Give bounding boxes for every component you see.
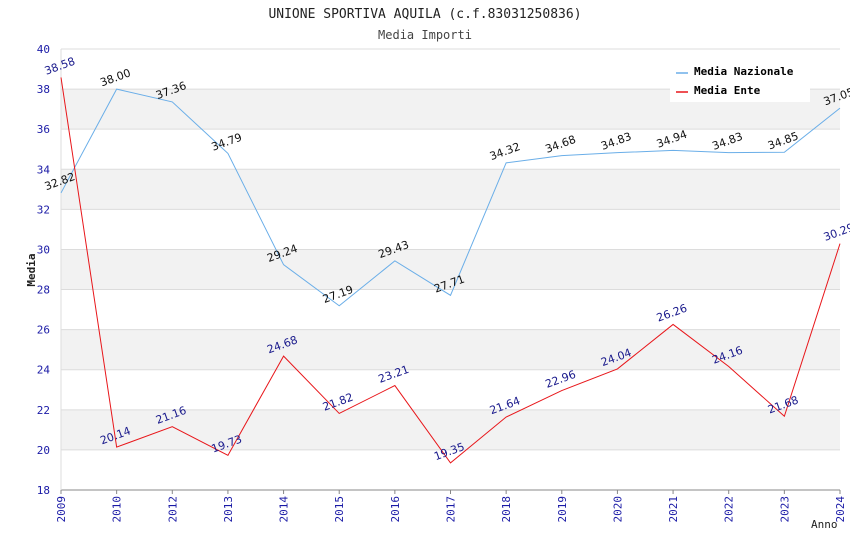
x-tick-label: 2015	[333, 496, 346, 523]
x-tick-label: 2012	[166, 496, 179, 523]
y-axis-label: Media	[25, 253, 38, 286]
y-tick-label: 26	[37, 324, 50, 337]
y-tick-label: 24	[37, 364, 51, 377]
x-tick-label: 2010	[111, 496, 124, 523]
x-tick-label: 2009	[55, 496, 68, 523]
x-tick-label: 2024	[834, 496, 847, 523]
y-tick-label: 28	[37, 284, 50, 297]
y-tick-label: 38	[37, 83, 50, 96]
series-line-media-ente	[60, 77, 841, 464]
x-tick-label: 2023	[778, 496, 791, 523]
x-tick-label: 2016	[389, 496, 402, 523]
grid-band	[61, 329, 840, 370]
series-lines	[60, 77, 841, 464]
x-tick-label: 2022	[723, 496, 736, 523]
legend: Media Nazionale Media Ente	[670, 60, 810, 102]
x-tick-label: 2017	[445, 496, 458, 523]
y-tick-label: 40	[37, 43, 50, 56]
y-tick-label: 20	[37, 444, 50, 457]
y-tick-label: 32	[37, 203, 50, 216]
x-tick-label: 2019	[556, 496, 569, 523]
legend-label-media-ente: Media Ente	[694, 84, 761, 97]
x-tick-labels: 2009 2010 2012 2013 2014 2015 2016 2017 2018 2019…	[55, 490, 847, 523]
chart-title: UNIONE SPORTIVA AQUILA (c.f.83031250836)	[268, 7, 581, 22]
series-line-media-nazionale	[60, 88, 841, 307]
y-tick-labels: 18 20 22 24 26 28 30 32 34 36 38 40	[37, 43, 51, 497]
x-tick-label: 2020	[611, 496, 624, 523]
y-tick-label: 30	[37, 243, 50, 256]
x-tick-label: 2021	[667, 496, 680, 523]
legend-label-media-nazionale: Media Nazionale	[694, 65, 794, 78]
y-tick-label: 34	[37, 163, 51, 176]
x-tick-label: 2018	[500, 496, 513, 523]
x-tick-label: 2013	[222, 496, 235, 523]
grid-band	[61, 169, 840, 210]
x-tick-label: 2014	[278, 496, 291, 523]
x-axis-label: Anno	[811, 518, 838, 531]
chart-subtitle: Media Importi	[378, 28, 472, 42]
y-tick-label: 36	[37, 123, 50, 136]
legend-box	[670, 60, 810, 102]
y-tick-label: 18	[37, 484, 50, 497]
y-tick-label: 22	[37, 404, 50, 417]
grid-bands	[61, 89, 840, 450]
grid-band	[61, 249, 840, 290]
grid-band	[61, 409, 840, 450]
